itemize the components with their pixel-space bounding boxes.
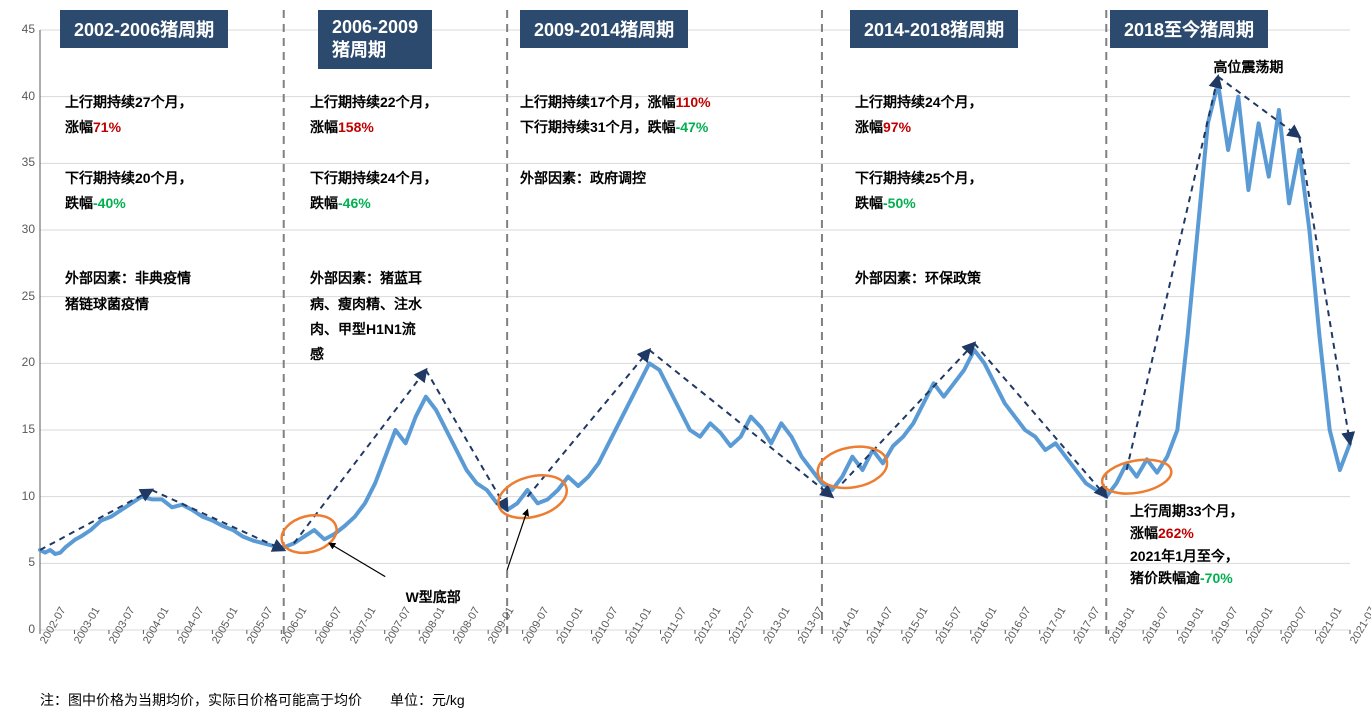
high-oscillation-label: 高位震荡期 bbox=[1213, 57, 1283, 77]
cycle-annotation-2: 上行期持续17个月，涨幅110%下行期持续31个月，跌幅-47%外部因素：政府调… bbox=[520, 90, 711, 191]
cycle-header-2: 2009-2014猪周期 bbox=[520, 10, 688, 48]
y-tick: 0 bbox=[5, 622, 35, 636]
y-tick: 15 bbox=[5, 422, 35, 436]
cycle-annotation-0: 上行期持续27个月，涨幅71%下行期持续20个月，跌幅-40%外部因素：非典疫情… bbox=[65, 90, 193, 317]
cycle5-stats: 上行周期33个月，涨幅262%2021年1月至今，猪价跌幅逾-70% bbox=[1130, 500, 1244, 590]
w-bottom-label: W型底部 bbox=[406, 587, 461, 607]
y-tick: 25 bbox=[5, 289, 35, 303]
cycle-annotation-3: 上行期持续24个月，涨幅97%下行期持续25个月，跌幅-50%外部因素：环保政策 bbox=[855, 90, 983, 292]
y-tick: 45 bbox=[5, 22, 35, 36]
footnote: 注：图中价格为当期均价，实际日价格可能高于均价 单位：元/kg bbox=[40, 690, 465, 710]
cycle-header-0: 2002-2006猪周期 bbox=[60, 10, 228, 48]
y-tick: 10 bbox=[5, 489, 35, 503]
y-tick: 30 bbox=[5, 222, 35, 236]
cycle-annotation-1: 上行期持续22个月，涨幅158%下行期持续24个月，跌幅-46%外部因素：猪蓝耳… bbox=[310, 90, 438, 367]
y-tick: 35 bbox=[5, 155, 35, 169]
cycle-header-4: 2018至今猪周期 bbox=[1110, 10, 1268, 48]
cycle-header-1: 2006-2009猪周期 bbox=[318, 10, 432, 69]
y-tick: 5 bbox=[5, 555, 35, 569]
cycle-header-3: 2014-2018猪周期 bbox=[850, 10, 1018, 48]
y-tick: 40 bbox=[5, 89, 35, 103]
y-tick: 20 bbox=[5, 355, 35, 369]
